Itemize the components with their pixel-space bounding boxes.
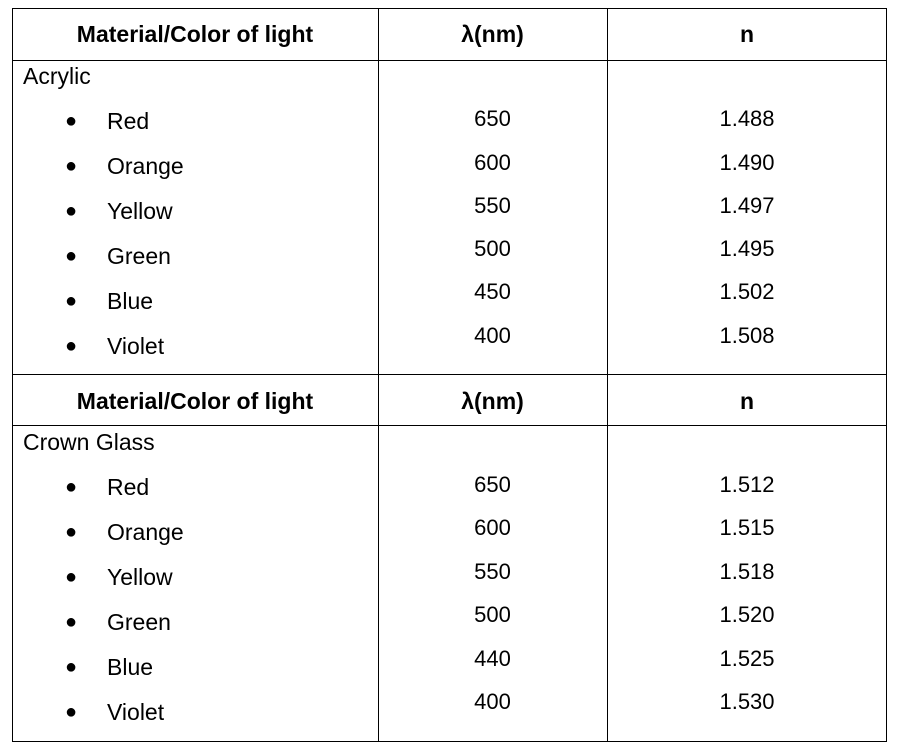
wavelength-value: 400 — [474, 323, 511, 348]
bullet-icon: ● — [65, 656, 78, 678]
header-wavelength: λ(nm) — [461, 21, 524, 47]
wavelength-value: 600 — [474, 515, 511, 540]
bullet-icon: ● — [65, 335, 78, 357]
bullet-icon: ● — [65, 155, 78, 177]
bullet-icon: ● — [65, 566, 78, 588]
index-value: 1.490 — [719, 150, 775, 175]
index-value: 1.497 — [719, 193, 775, 218]
bullet-icon: ● — [65, 611, 78, 633]
wavelength-value: 650 — [474, 106, 511, 131]
index-value: 1.488 — [719, 106, 775, 131]
wavelength-value: 450 — [474, 279, 511, 304]
refractive-index-table: Material/Color of light λ(nm) n Acrylic … — [12, 8, 887, 742]
header-wavelength: λ(nm) — [461, 388, 524, 414]
bullet-icon: ● — [65, 290, 78, 312]
color-label: Orange — [107, 519, 184, 545]
index-value: 1.518 — [719, 559, 775, 584]
wavelength-value: 500 — [474, 236, 511, 261]
index-value: 1.525 — [719, 646, 775, 671]
wavelength-value: 500 — [474, 602, 511, 627]
color-label: Violet — [107, 333, 165, 359]
index-value: 1.520 — [719, 602, 775, 627]
wavelength-value: 600 — [474, 150, 511, 175]
rule-bottom — [12, 741, 887, 742]
section-material: Crown Glass — [23, 429, 155, 455]
wavelength-value: 550 — [474, 559, 511, 584]
header-index: n — [739, 388, 755, 414]
wavelength-value: 650 — [474, 472, 511, 497]
color-label: Green — [107, 243, 171, 269]
rule-right — [886, 8, 887, 742]
index-value: 1.508 — [719, 323, 775, 348]
index-value: 1.512 — [719, 472, 775, 497]
index-value: 1.495 — [719, 236, 775, 261]
bullet-icon: ● — [65, 200, 78, 222]
section-material: Acrylic — [23, 63, 91, 89]
index-value: 1.530 — [719, 689, 775, 714]
header-material: Material/Color of light — [76, 388, 314, 414]
color-label: Blue — [107, 654, 154, 680]
color-label: Yellow — [107, 198, 173, 224]
wavelength-value: 440 — [474, 646, 511, 671]
bullet-icon: ● — [65, 521, 78, 543]
color-label: Red — [107, 474, 150, 500]
rule-header-2-bottom — [12, 425, 887, 426]
color-label: Red — [107, 108, 150, 134]
wavelength-value: 400 — [474, 689, 511, 714]
index-value: 1.502 — [719, 279, 775, 304]
color-label: Violet — [107, 699, 165, 725]
color-label: Blue — [107, 288, 154, 314]
rule-col-1 — [378, 8, 379, 742]
rule-section-1-bottom — [12, 374, 887, 375]
bullet-icon: ● — [65, 476, 78, 498]
index-value: 1.515 — [719, 515, 775, 540]
color-label: Yellow — [107, 564, 173, 590]
color-label: Orange — [107, 153, 184, 179]
rule-top — [12, 8, 887, 9]
bullet-icon: ● — [65, 110, 78, 132]
rule-col-2 — [607, 8, 608, 742]
header-material: Material/Color of light — [76, 21, 314, 47]
rule-header-1-bottom — [12, 60, 887, 61]
header-index: n — [739, 21, 755, 47]
color-label: Green — [107, 609, 171, 635]
bullet-icon: ● — [65, 245, 78, 267]
wavelength-value: 550 — [474, 193, 511, 218]
bullet-icon: ● — [65, 701, 78, 723]
rule-left — [12, 8, 13, 742]
